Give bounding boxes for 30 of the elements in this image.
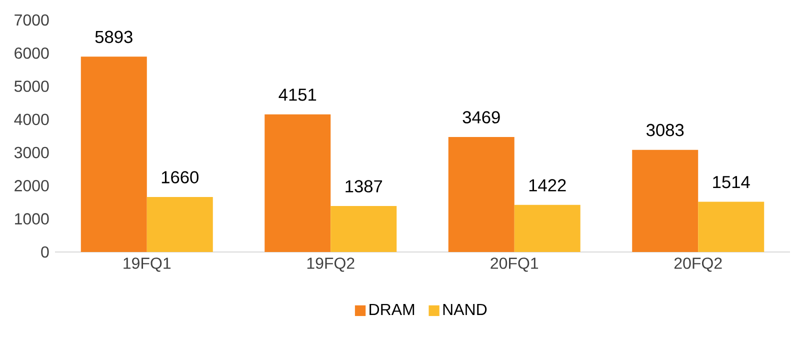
x-tick-label: 19FQ1 <box>124 258 171 272</box>
bar <box>514 204 580 252</box>
x-tick-label: 19FQ2 <box>307 258 354 272</box>
legend-label: NAND <box>443 304 487 315</box>
x-tick-label: 20FQ2 <box>674 258 722 272</box>
data-label: 1387 <box>346 180 382 192</box>
y-tick-label: 1000 <box>15 213 49 224</box>
bar <box>264 114 331 252</box>
legend-label: DRAM <box>370 304 414 315</box>
data-label: 4151 <box>278 88 316 101</box>
y-tick-label: 2000 <box>14 180 49 192</box>
y-tick-label: 3000 <box>14 146 49 158</box>
y-tick-label: 5000 <box>14 80 49 92</box>
bar <box>146 196 213 252</box>
bar <box>330 206 397 252</box>
data-label: 3083 <box>646 124 684 136</box>
x-tick-label: 20FQ1 <box>490 258 538 272</box>
data-label: 5893 <box>95 30 132 44</box>
bar <box>80 56 147 252</box>
y-tick-label: 7000 <box>14 14 49 26</box>
y-tick-label: 4000 <box>14 114 49 126</box>
data-label: 3469 <box>462 111 500 124</box>
data-label: 1660 <box>162 171 198 184</box>
y-tick-label: 0 <box>41 246 49 258</box>
bar <box>448 137 514 252</box>
bar <box>698 202 764 252</box>
data-label: 1422 <box>529 179 566 192</box>
bar <box>632 150 698 252</box>
data-label: 1514 <box>713 176 750 188</box>
y-tick-label: 6000 <box>14 47 49 59</box>
